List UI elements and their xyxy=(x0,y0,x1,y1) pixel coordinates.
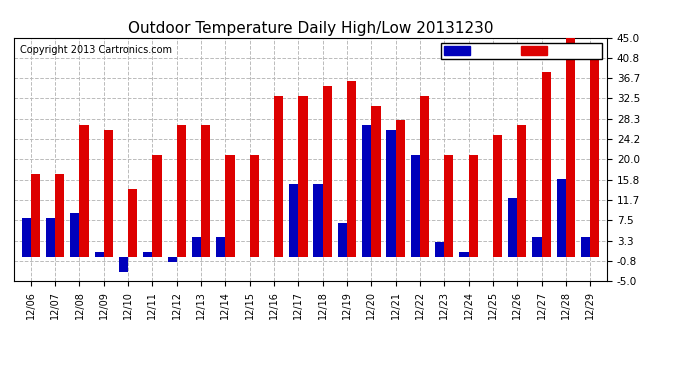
Legend: Low  (°F), High  (°F): Low (°F), High (°F) xyxy=(441,43,602,59)
Bar xyxy=(104,130,113,257)
Bar xyxy=(323,86,332,257)
Bar xyxy=(532,237,542,257)
Bar xyxy=(542,72,551,257)
Bar xyxy=(152,154,161,257)
Bar xyxy=(226,154,235,257)
Bar xyxy=(274,96,284,257)
Bar xyxy=(590,57,600,257)
Bar xyxy=(566,38,575,257)
Bar xyxy=(460,252,469,257)
Bar xyxy=(435,242,444,257)
Bar xyxy=(313,184,323,257)
Bar xyxy=(347,81,356,257)
Bar xyxy=(298,96,308,257)
Bar xyxy=(168,257,177,262)
Bar xyxy=(79,125,89,257)
Bar xyxy=(371,106,381,257)
Bar xyxy=(128,189,137,257)
Bar xyxy=(55,174,64,257)
Bar xyxy=(177,125,186,257)
Bar xyxy=(557,179,566,257)
Bar xyxy=(493,135,502,257)
Bar xyxy=(444,154,453,257)
Bar xyxy=(46,218,55,257)
Bar xyxy=(31,174,40,257)
Bar xyxy=(395,120,405,257)
Bar xyxy=(420,96,429,257)
Bar xyxy=(144,252,152,257)
Bar xyxy=(289,184,298,257)
Bar xyxy=(201,125,210,257)
Title: Outdoor Temperature Daily High/Low 20131230: Outdoor Temperature Daily High/Low 20131… xyxy=(128,21,493,36)
Bar xyxy=(21,218,31,257)
Bar xyxy=(362,125,371,257)
Text: Copyright 2013 Cartronics.com: Copyright 2013 Cartronics.com xyxy=(20,45,172,55)
Bar xyxy=(518,125,526,257)
Bar xyxy=(250,154,259,257)
Bar xyxy=(386,130,395,257)
Bar xyxy=(216,237,226,257)
Bar xyxy=(192,237,201,257)
Bar xyxy=(469,154,477,257)
Bar xyxy=(337,223,347,257)
Bar xyxy=(508,198,518,257)
Bar xyxy=(95,252,103,257)
Bar xyxy=(119,257,128,272)
Bar xyxy=(411,154,420,257)
Bar xyxy=(581,237,590,257)
Bar xyxy=(70,213,79,257)
